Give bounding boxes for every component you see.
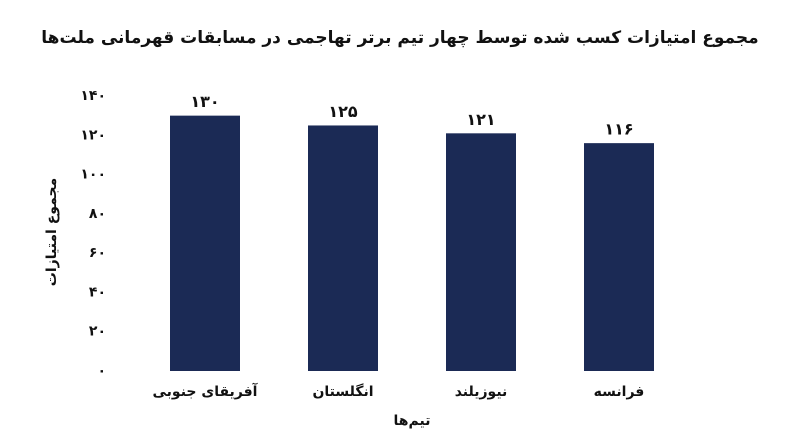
y-axis-title: مجموع امتیازات (44, 178, 60, 286)
x-tick-label: نیوزیلند (455, 384, 508, 400)
bar (584, 143, 654, 371)
x-tick-label: فرانسه (594, 384, 645, 400)
y-tick-label: ۰ (97, 363, 106, 379)
value-label: ۱۲۵ (328, 102, 358, 121)
y-tick-label: ۱۴۰ (80, 88, 106, 104)
chart-title: مجموع امتیازات کسب شده توسط چهار تیم برت… (41, 28, 758, 48)
y-tick-label: ۶۰ (89, 245, 106, 261)
bar (170, 115, 240, 372)
x-axis-title: تیم‌ها (394, 413, 431, 429)
bar (446, 133, 516, 371)
y-tick-label: ۱۲۰ (80, 127, 106, 143)
y-tick-label: ۴۰ (89, 284, 106, 300)
x-tick-label: آفریقای جنوبی (153, 382, 259, 400)
y-tick-label: ۸۰ (89, 206, 106, 222)
value-label: ۱۲۱ (466, 110, 495, 129)
y-tick-label: ۱۰۰ (80, 167, 106, 183)
y-tick-label: ۲۰ (89, 324, 106, 340)
value-label: ۱۱۶ (604, 120, 633, 139)
bar (308, 125, 378, 371)
x-tick-label: انگلستان (312, 383, 373, 400)
value-label: ۱۳۰ (190, 92, 219, 111)
